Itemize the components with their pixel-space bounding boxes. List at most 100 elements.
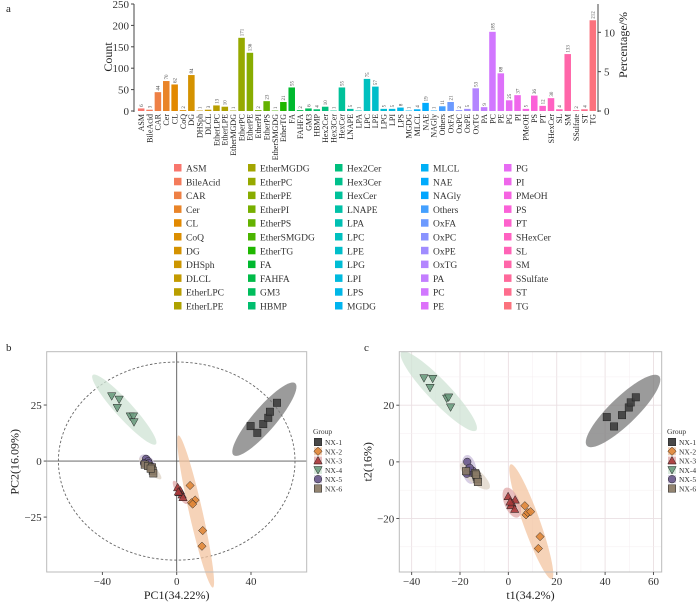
bar-SSulfate: [572, 110, 580, 111]
y-tick-label: 25: [31, 400, 43, 412]
bar-value-label: 1: [332, 106, 337, 109]
bar-EtherPE: [246, 52, 254, 111]
legend-label-NX-1: NX-1: [679, 438, 696, 447]
bar-EtherLPC: [213, 105, 220, 111]
bar-OxTG: [472, 88, 479, 111]
x-tick-label: LPE: [371, 114, 380, 128]
bar-FA: [288, 87, 295, 111]
legend-label-NX-5: NX-5: [679, 475, 696, 484]
bar-value-label: 11: [441, 99, 446, 104]
point-diamond: [313, 446, 323, 456]
x-tick-label: DLCL: [204, 114, 213, 135]
y-tick-label: −25: [24, 512, 42, 524]
y2-tick-label: 5: [604, 67, 610, 79]
x-tick-label: LPA: [354, 114, 363, 129]
legend-label: SM: [516, 261, 530, 271]
point-square: [265, 407, 274, 416]
x-tick-label: NAGly: [430, 114, 439, 138]
bar-value-label: 2: [257, 106, 262, 109]
legend-label: PI: [516, 178, 524, 188]
legend-swatch-DG: [174, 246, 182, 255]
bar-value-label: 4: [416, 105, 421, 108]
legend-swatch-PS: [504, 205, 512, 213]
bar-value-label: 9: [483, 103, 488, 106]
y-tick-label: 150: [113, 42, 130, 54]
bar-Hex2Cer: [321, 106, 329, 111]
legend-label: EtherPI: [260, 206, 289, 216]
legend-swatch-EtherPI: [248, 205, 256, 213]
bar-CL: [171, 84, 178, 111]
x-axis-title: t1(34.2%): [506, 588, 554, 602]
panel-label-b: b: [6, 342, 12, 354]
x-tick-label: LNAPE: [346, 114, 355, 140]
x-axis-title: PC1(34.22%): [144, 588, 210, 602]
x-tick-label: EtherPC: [237, 114, 246, 141]
legend-swatch-SL: [504, 246, 512, 255]
legend-swatch-OxFA: [421, 219, 429, 227]
y2-axis-title: Percentage/%: [616, 12, 630, 78]
bar-value-label: 5: [391, 104, 396, 107]
legend-swatch-SHexCer: [504, 233, 512, 241]
legend-label: PE: [433, 303, 444, 313]
x-tick-label: PS: [530, 114, 539, 123]
legend-label-NX-2: NX-2: [679, 447, 696, 456]
oplsda-score-plot: −40 −20 0 20 40 60−20020t1(34.2%)t2(16%)Group…: [360, 351, 696, 602]
x-tick-label: SM: [564, 114, 573, 126]
legend-swatch-BileAcid: [174, 177, 182, 186]
bar-ST: [581, 109, 588, 111]
x-tick-label: PT: [538, 114, 547, 123]
legend-swatch-FA: [248, 260, 256, 269]
bar-value-label: 212: [592, 11, 597, 19]
x-tick-label: TG: [589, 114, 598, 125]
bar-NAE: [422, 102, 429, 111]
legend-swatch-SM: [504, 260, 512, 269]
bar-PMeOH: [522, 108, 530, 111]
legend-label: FA: [260, 261, 272, 271]
point-triangle-up: [173, 487, 183, 496]
bar-LPC: [363, 78, 371, 111]
point-triangle-up: [313, 455, 323, 465]
bar-DLCL: [204, 109, 212, 111]
legend-label: BileAcid: [186, 178, 221, 188]
bar-OxFA: [447, 102, 454, 111]
x-tick-label: HBMP: [313, 113, 322, 136]
legend-swatch-OxPC: [421, 233, 429, 241]
point-square: [273, 398, 281, 407]
legend-swatch-OxPE: [421, 246, 429, 255]
x-tick-label: 40: [245, 576, 257, 588]
legend-swatch-EtherPE: [248, 191, 256, 200]
bar-LPS: [397, 107, 404, 111]
point-diamond: [526, 507, 536, 517]
legend-swatch-LPA: [335, 219, 343, 227]
confidence-ellipse-NX-2: [509, 464, 554, 580]
bar-value-label: 1: [357, 106, 362, 109]
legend-swatch-PC: [421, 288, 429, 296]
legend-label: PG: [516, 165, 528, 175]
x-tick-label: EtherSMGDG: [271, 114, 280, 160]
legend-swatch-HBMP: [248, 302, 256, 310]
legend-label: EtherPC: [260, 178, 292, 188]
x-tick-label: EtherPE: [246, 114, 255, 141]
bar-value-label: 21: [282, 95, 287, 101]
legend-label: TG: [516, 303, 529, 313]
point-square: [314, 438, 322, 446]
bar-value-label: 4: [316, 105, 321, 108]
x-tick-label: EtherTG: [279, 114, 288, 142]
bar-ASM: [137, 108, 145, 111]
legend-label-NX-5: NX-5: [325, 475, 342, 484]
x-tick-label: PA: [480, 114, 489, 124]
legend-label: Others: [433, 206, 459, 216]
bar-value-label: 12: [541, 99, 546, 105]
bar-value-label: 1: [199, 106, 204, 109]
legend-label: MLCL: [433, 165, 460, 175]
legend-label: ST: [516, 289, 527, 299]
y-tick-label: 0: [124, 106, 130, 118]
x-tick-label: GM3: [304, 114, 313, 131]
bar-value-label: 23: [265, 94, 270, 100]
point-square: [626, 398, 635, 407]
y2-tick-label: 10: [604, 27, 616, 39]
x-tick-label: Hex2Cer: [321, 114, 330, 143]
bar-BileAcid: [146, 109, 153, 111]
point-diamond: [533, 543, 543, 554]
legend-label: EtherPS: [260, 220, 291, 230]
